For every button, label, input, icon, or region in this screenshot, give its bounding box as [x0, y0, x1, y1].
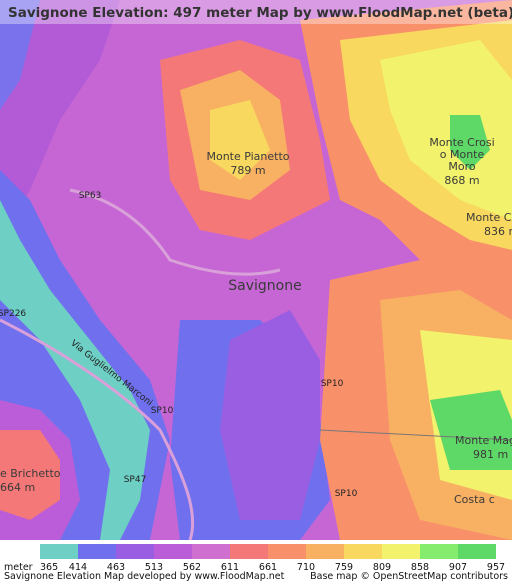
road-label: SP47 [124, 475, 147, 485]
title-bg [0, 0, 512, 24]
place-name: Monte Pianetto [206, 150, 289, 163]
place-name: Costa c [454, 493, 495, 506]
terrain [380, 40, 512, 220]
terrain [220, 310, 320, 520]
legend-swatch [154, 544, 192, 559]
legend-value: 513 [145, 562, 163, 573]
river-valley [0, 200, 150, 540]
footer-right: Base map © OpenStreetMap contributors [310, 571, 508, 582]
legend-value: 759 [335, 562, 353, 573]
terrain [0, 0, 120, 240]
legend-value: 907 [449, 562, 467, 573]
legend-swatch [268, 544, 306, 559]
place-elevation: 868 m [444, 174, 479, 187]
legend-unit: meter [4, 562, 33, 573]
legend-swatch [382, 544, 420, 559]
terrain [0, 430, 60, 520]
place-elevation: 836 m [484, 225, 512, 238]
legend-swatch [230, 544, 268, 559]
road-label: SP226 [0, 309, 26, 319]
road [319, 429, 512, 441]
legend-value: 414 [69, 562, 87, 573]
terrain [0, 0, 40, 110]
place-name: e Brichetto [0, 467, 61, 480]
map-area [0, 0, 512, 540]
legend-swatch [192, 544, 230, 559]
legend-value: 611 [221, 562, 239, 573]
road [69, 188, 281, 276]
place-name: Monte Magg [455, 434, 512, 447]
legend-swatch [40, 544, 78, 559]
place-name: Monte Ca [466, 211, 512, 224]
terrain [450, 115, 490, 170]
place-elevation: 981 m [473, 448, 508, 461]
footer-left: Savignone Elevation Map developed by www… [4, 571, 285, 582]
place-elevation: 789 m [230, 164, 265, 177]
legend-swatch [116, 544, 154, 559]
place-elevation: 664 m [0, 481, 35, 494]
legend-value: 562 [183, 562, 201, 573]
legend-value: 858 [411, 562, 429, 573]
place-name: Savignone [228, 278, 301, 294]
legend-value: 463 [107, 562, 125, 573]
legend-swatch [420, 544, 458, 559]
road-label: SP10 [335, 489, 358, 499]
legend-swatch [78, 544, 116, 559]
road [0, 318, 195, 540]
road-label: SP10 [151, 406, 174, 416]
legend-swatch [344, 544, 382, 559]
road-label: SP10 [321, 379, 344, 389]
road-label: SP63 [79, 191, 102, 201]
terrain [430, 390, 512, 470]
legend-value: 710 [297, 562, 315, 573]
legend-swatch [306, 544, 344, 559]
place-name: Monte Crosi o Monte Moro [429, 136, 494, 173]
legend-value: 809 [373, 562, 391, 573]
terrain [210, 100, 270, 180]
map-title: Savignone Elevation: 497 meter Map by ww… [8, 5, 512, 21]
legend-value: 957 [487, 562, 505, 573]
legend-value: 365 [40, 562, 58, 573]
legend-swatch [458, 544, 496, 559]
legend-value: 661 [259, 562, 277, 573]
